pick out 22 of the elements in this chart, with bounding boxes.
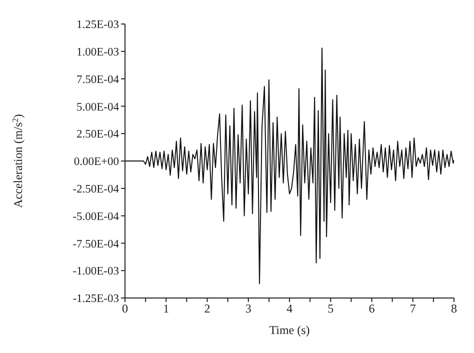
x-tick-label: 3 (245, 302, 252, 316)
x-tick-label: 8 (451, 302, 457, 316)
x-tick-label: 7 (410, 302, 416, 316)
y-tick-label: -1.25E-03 (72, 293, 120, 306)
line-series (125, 48, 454, 284)
x-tick-label: 1 (163, 302, 170, 316)
x-tick-label: 5 (328, 302, 334, 316)
y-tick-label: 2.50E-04 (76, 128, 120, 141)
x-tick-label: 0 (122, 302, 128, 316)
y-tick-label: 0.00E+00 (74, 156, 120, 168)
y-tick-label: 1.00E-03 (76, 46, 120, 58)
y-tick-label: -1.00E-03 (72, 266, 120, 278)
x-tick-label: 4 (286, 302, 292, 316)
x-tick-label: 6 (368, 302, 375, 316)
y-tick-label: -5.00E-04 (72, 210, 120, 223)
y-tick-label: 5.00E-04 (76, 101, 120, 114)
y-tick-label: 7.50E-04 (76, 74, 120, 86)
x-tick-label: 2 (204, 302, 210, 316)
y-tick-label: -7.50E-04 (72, 238, 120, 250)
y-tick-label: -2.50E-04 (72, 183, 120, 196)
x-axis-title: Time (s) (269, 323, 310, 337)
y-tick-label: 1.25E-03 (76, 19, 120, 32)
